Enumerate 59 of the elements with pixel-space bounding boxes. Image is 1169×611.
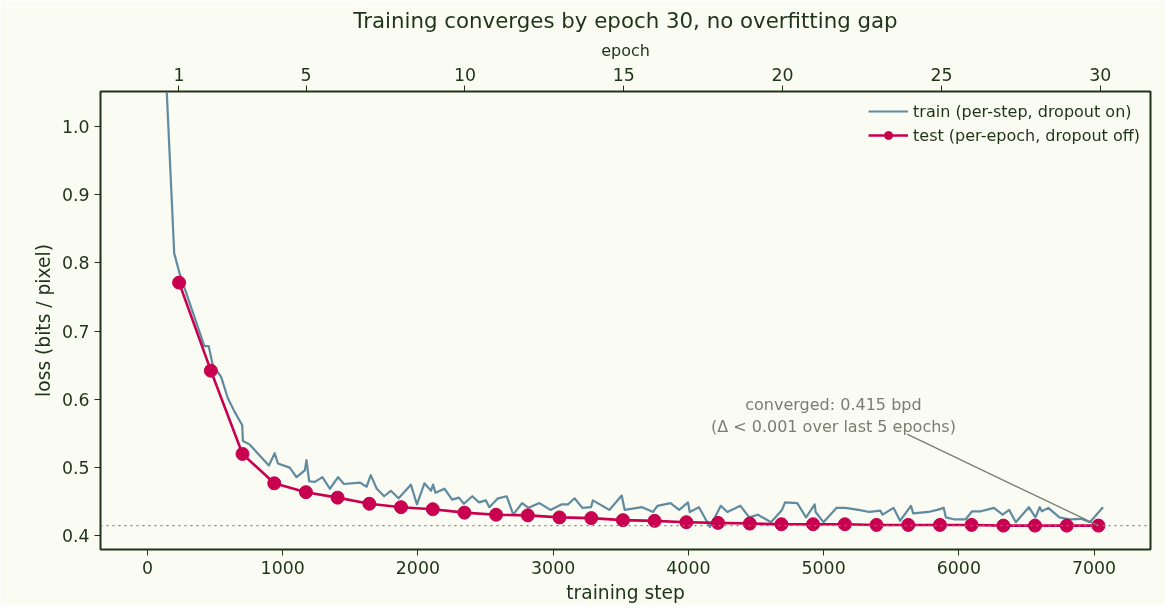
point (520, 508, 535, 523)
point (362, 496, 377, 511)
point (489, 507, 504, 522)
point (1028, 518, 1043, 533)
point (330, 490, 345, 505)
point (203, 363, 218, 378)
point (806, 517, 821, 532)
point (298, 485, 313, 500)
point (267, 476, 282, 491)
point (901, 517, 916, 532)
x-tick-label: 6000 (936, 557, 981, 578)
point (425, 502, 440, 517)
y-tick-label: 0.7 (61, 321, 90, 342)
x2-tick-label: 15 (612, 64, 635, 85)
x-tick-label: 4000 (666, 557, 711, 578)
x-tick-label: 0 (141, 557, 153, 578)
point (964, 517, 979, 532)
point (1059, 518, 1074, 533)
point (679, 515, 694, 530)
y-axis-title: loss (bits / pixel) (32, 244, 54, 397)
point (647, 513, 662, 528)
x2-tick-label: 1 (173, 64, 185, 85)
x2-tick-label: 30 (1089, 64, 1112, 85)
point (1091, 518, 1106, 533)
x2-tick-label: 20 (771, 64, 794, 85)
point (932, 517, 947, 532)
x2-tick-label: 10 (453, 64, 476, 85)
point (711, 515, 725, 530)
point (869, 517, 884, 532)
x-tick-label: 7000 (1072, 557, 1117, 578)
y-tick-label: 0.8 (61, 253, 90, 274)
point (235, 446, 250, 461)
y-tick-label: 0.9 (61, 185, 90, 206)
x2-tick-label: 5 (300, 64, 312, 85)
point (394, 500, 408, 515)
chart-title: Training converges by epoch 30, no overfitting gap (352, 7, 898, 33)
x-tick-label: 5000 (801, 557, 846, 578)
legend-label: train (per-step, dropout on) (913, 101, 1132, 121)
point (774, 517, 789, 532)
point (996, 518, 1011, 533)
legend-label: test (per-epoch, dropout off) (913, 125, 1140, 145)
x2-tick-label: 25 (930, 64, 953, 85)
y-tick-label: 0.5 (61, 458, 90, 479)
x-tick-label: 2000 (395, 557, 440, 578)
y-tick-label: 0.4 (61, 526, 90, 547)
x-axis-title: training step (566, 581, 685, 603)
x-tick-label: 1000 (260, 557, 305, 578)
point (457, 505, 472, 520)
x2-axis-title: epoch (601, 40, 650, 60)
y-tick-label: 0.6 (61, 389, 90, 410)
point (615, 513, 630, 528)
point (552, 510, 567, 525)
x-tick-label: 3000 (531, 557, 576, 578)
annotation: converged: 0.415 bpd (Δ < 0.001 over last 5 epochs) (710, 394, 956, 436)
point (742, 516, 757, 531)
point (584, 511, 599, 526)
y-tick-label: 1.0 (61, 116, 90, 137)
point (172, 275, 187, 290)
point (837, 517, 852, 532)
